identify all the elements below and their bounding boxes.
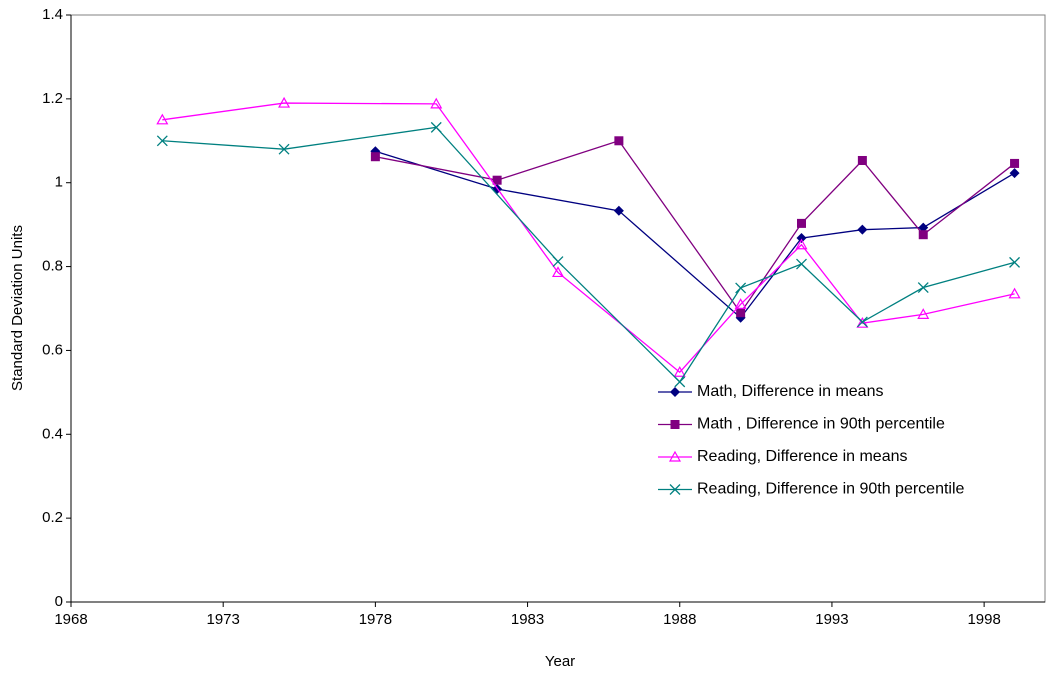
marker-x	[1009, 256, 1021, 268]
y-tick-label: 0.4	[42, 425, 63, 442]
series-line	[162, 102, 1015, 374]
y-tick-label: 1.2	[42, 90, 63, 107]
marker-x	[552, 256, 564, 267]
x-tick-label: 1988	[663, 611, 696, 628]
marker-x	[430, 121, 442, 133]
x-tick-label: 1998	[967, 611, 1000, 628]
marker-diamond	[918, 222, 929, 233]
marker-x	[856, 316, 868, 328]
marker-triangle	[673, 365, 686, 377]
marker-diamond	[613, 205, 624, 216]
marker-x	[278, 143, 290, 155]
y-tick-label: 1	[55, 174, 63, 191]
y-tick-label: 0.6	[42, 341, 63, 358]
series-line	[375, 150, 1015, 319]
marker-triangle	[917, 308, 930, 319]
marker-square	[370, 152, 380, 162]
legend-marker	[669, 484, 681, 495]
marker-triangle	[734, 298, 747, 309]
y-tick-label: 0	[55, 593, 63, 610]
x-tick-label: 1983	[511, 611, 544, 628]
series-line	[375, 140, 1015, 314]
x-tick-label: 1978	[359, 611, 392, 628]
marker-triangle	[856, 316, 869, 328]
marker-square	[857, 155, 867, 165]
legend-label: Reading, Difference in means	[697, 448, 908, 465]
series-line	[162, 126, 1015, 383]
marker-triangle	[156, 113, 169, 125]
marker-square	[918, 230, 928, 240]
legend-label: Math , Difference in 90th percentile	[697, 416, 945, 433]
marker-diamond	[796, 233, 807, 244]
plot-frame	[70, 14, 1046, 603]
marker-square	[736, 308, 746, 318]
y-axis-title: Standard Deviation Units	[9, 225, 26, 391]
marker-square	[492, 175, 502, 185]
legend-marker	[670, 420, 680, 429]
legend-marker	[668, 450, 682, 462]
y-tick-label: 0.2	[42, 509, 63, 526]
marker-x	[917, 282, 929, 293]
y-tick-label: 0.8	[42, 258, 63, 275]
x-tick-label: 1993	[815, 611, 848, 628]
y-tick-label: 1.4	[42, 6, 63, 23]
marker-triangle	[430, 97, 443, 109]
marker-x	[735, 282, 747, 294]
x-tick-label: 1968	[54, 611, 87, 628]
marker-triangle	[278, 96, 291, 108]
marker-diamond	[857, 224, 868, 235]
legend-label: Math, Difference in means	[697, 383, 883, 400]
marker-x	[796, 258, 807, 270]
x-axis-title: Year	[545, 653, 575, 670]
legend-marker	[670, 387, 680, 397]
marker-triangle	[551, 266, 565, 278]
marker-triangle	[795, 238, 808, 250]
marker-diamond	[1009, 168, 1020, 179]
marker-triangle	[1008, 287, 1021, 299]
marker-x	[674, 376, 686, 388]
marker-square	[797, 218, 806, 228]
x-tick-label: 1973	[207, 611, 240, 628]
marker-square	[1010, 158, 1020, 168]
legend-label: Reading, Difference in 90th percentile	[697, 481, 965, 498]
marker-square	[614, 136, 624, 146]
marker-x	[156, 135, 168, 147]
